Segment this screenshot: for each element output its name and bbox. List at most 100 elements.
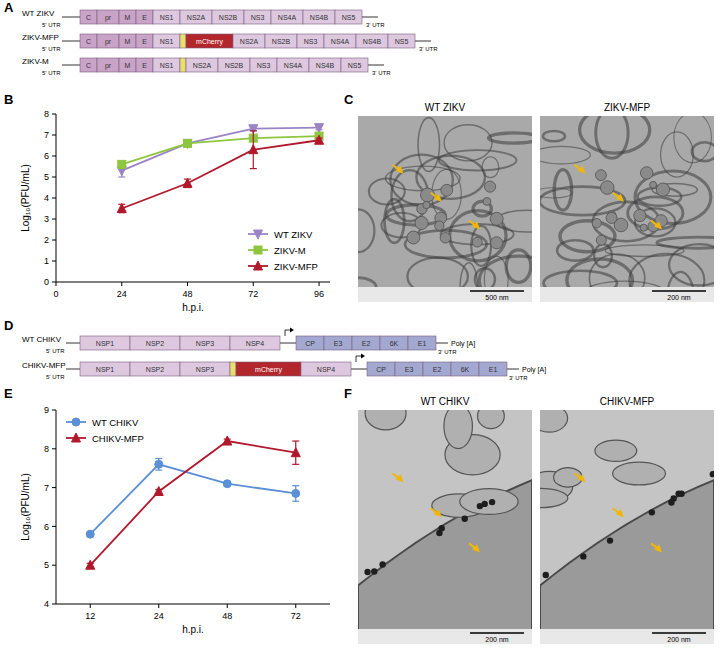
gene-box bbox=[301, 362, 351, 376]
gene-label: C bbox=[86, 38, 91, 45]
gene-label: NS1 bbox=[160, 38, 174, 45]
error-bar bbox=[292, 486, 299, 502]
membrane bbox=[432, 169, 462, 219]
utr-label: 3' UTR bbox=[372, 70, 391, 76]
utr-label: 5' UTR bbox=[46, 374, 65, 380]
y-tick bbox=[52, 261, 56, 262]
y-tick-label: 6 bbox=[44, 151, 49, 161]
gene-box bbox=[271, 10, 303, 24]
gene-box bbox=[250, 58, 277, 72]
marker bbox=[86, 560, 95, 569]
legend-marker bbox=[254, 261, 263, 270]
gene-box bbox=[395, 362, 423, 376]
x-axis-title: h.p.i. bbox=[182, 624, 204, 635]
legend: WT CHIKVCHIKV-MFP bbox=[66, 417, 144, 444]
scale-bar bbox=[652, 632, 706, 634]
gene-label: E bbox=[142, 14, 147, 21]
y-tick-label: 9 bbox=[44, 405, 49, 415]
gene-label: NS4B bbox=[363, 38, 382, 45]
y-tick bbox=[52, 135, 56, 136]
membrane bbox=[661, 132, 694, 177]
marker bbox=[183, 139, 192, 148]
error-bar bbox=[118, 204, 125, 212]
gene-label: E bbox=[142, 38, 147, 45]
gene-label: M bbox=[125, 62, 131, 69]
y-tick-label: 6 bbox=[44, 522, 49, 532]
gene-label: 6K bbox=[461, 366, 470, 373]
membrane bbox=[385, 199, 405, 243]
error-bar-cap bbox=[292, 464, 299, 465]
gene-label: pr bbox=[105, 62, 112, 70]
error-bar-cap bbox=[155, 470, 162, 471]
line-chart: 012345678024487296h.p.i.Log₁₀(PFU/mL)WT … bbox=[20, 109, 330, 313]
vesicle bbox=[435, 221, 444, 230]
gene-box bbox=[80, 336, 130, 350]
gene-label: NS1 bbox=[160, 62, 174, 69]
image-title: WT CHIKV bbox=[421, 396, 470, 407]
gene-label: NS4A bbox=[278, 14, 297, 21]
vesicle bbox=[490, 212, 503, 225]
figure: ABCDEFWT ZIKV5' UTRCprMENS1NS2ANS2BNS3NS… bbox=[0, 0, 720, 652]
construct-name: ZIKV-MFP bbox=[22, 33, 59, 42]
gene-label: NS3 bbox=[251, 14, 265, 21]
error-bar-cap bbox=[155, 458, 162, 459]
x-tick bbox=[319, 282, 320, 286]
promoter-arrow-head bbox=[290, 328, 294, 333]
arrow-head bbox=[434, 509, 442, 517]
virion bbox=[379, 561, 385, 567]
utr-label: 5' UTR bbox=[42, 46, 61, 52]
gene-box bbox=[180, 58, 186, 72]
micrograph: 200 nm bbox=[540, 116, 714, 302]
gene-label: NS5 bbox=[348, 62, 362, 69]
membrane bbox=[482, 157, 499, 178]
gene-label: NSP4 bbox=[317, 366, 335, 373]
y-axis bbox=[56, 410, 57, 604]
gene-box bbox=[236, 362, 301, 376]
vesicle bbox=[441, 184, 453, 196]
poly-a-label: Poly [A] bbox=[522, 366, 546, 374]
gene-box bbox=[97, 10, 119, 24]
vesicle bbox=[650, 181, 657, 188]
y-tick-label: 8 bbox=[44, 109, 49, 119]
virion bbox=[371, 568, 377, 574]
micrograph: 500 nm bbox=[358, 116, 532, 302]
membrane bbox=[667, 272, 694, 302]
y-tick-label: 0 bbox=[44, 277, 49, 287]
x-axis bbox=[56, 604, 330, 605]
construct-name: ZIKV-M bbox=[22, 57, 49, 66]
gene-label: E2 bbox=[362, 340, 371, 347]
gene-label: E2 bbox=[433, 366, 442, 373]
line-chart: 45678912244872h.p.i.Log₁₀(PFU/mL)WT CHIK… bbox=[20, 405, 330, 635]
scale-bar bbox=[652, 290, 706, 292]
gene-label: E1 bbox=[418, 340, 427, 347]
vesicle bbox=[423, 201, 430, 208]
x-tick bbox=[253, 282, 254, 286]
vesicle bbox=[640, 224, 647, 231]
error-bar-cap bbox=[250, 130, 257, 131]
cell bbox=[540, 480, 714, 644]
y-tick-label: 4 bbox=[44, 599, 49, 609]
arrow-head bbox=[616, 194, 624, 202]
legend-marker bbox=[254, 246, 262, 254]
membrane bbox=[580, 116, 650, 153]
panel-letter: A bbox=[4, 0, 14, 15]
gene-label: NS2B bbox=[219, 14, 238, 21]
membrane bbox=[540, 146, 590, 164]
marker bbox=[315, 124, 324, 133]
x-tick-label: 48 bbox=[222, 611, 232, 621]
arrow-head bbox=[616, 509, 624, 517]
gene-label: pr bbox=[105, 38, 112, 46]
vesicle bbox=[491, 237, 503, 249]
gene-label: NS4B bbox=[310, 14, 329, 21]
gene-box bbox=[136, 34, 153, 48]
legend-marker bbox=[72, 418, 80, 426]
arrow-head bbox=[396, 166, 404, 174]
y-tick-label: 3 bbox=[44, 214, 49, 224]
arrow-head bbox=[654, 544, 662, 552]
marker bbox=[117, 204, 126, 213]
vesicle bbox=[440, 233, 450, 243]
panel-letter: B bbox=[4, 92, 13, 107]
gene-box bbox=[80, 362, 130, 376]
utr-label: 3' UTR bbox=[509, 375, 528, 381]
gene-box bbox=[367, 362, 395, 376]
